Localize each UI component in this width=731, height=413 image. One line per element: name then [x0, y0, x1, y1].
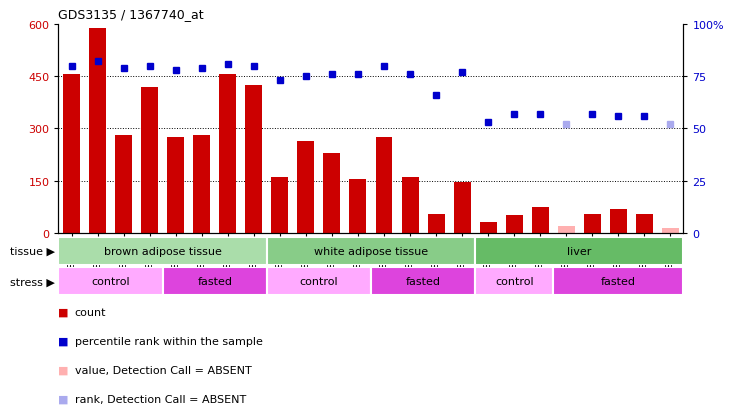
Bar	[371, 268, 475, 296]
Bar	[141, 88, 158, 233]
Bar	[267, 237, 475, 266]
Bar	[636, 214, 653, 233]
Bar	[58, 237, 267, 266]
Bar	[475, 237, 683, 266]
Bar	[584, 214, 601, 233]
Bar	[401, 178, 419, 233]
Text: ■: ■	[58, 336, 69, 346]
Bar	[219, 75, 236, 233]
Text: value, Detection Call = ABSENT: value, Detection Call = ABSENT	[75, 365, 251, 375]
Text: stress ▶: stress ▶	[10, 277, 55, 287]
Text: fasted: fasted	[406, 277, 441, 287]
Bar	[323, 153, 341, 233]
Bar	[89, 29, 106, 233]
Text: white adipose tissue: white adipose tissue	[314, 247, 428, 256]
Text: brown adipose tissue: brown adipose tissue	[104, 247, 221, 256]
Bar	[115, 136, 132, 233]
Bar	[162, 268, 267, 296]
Bar	[63, 75, 80, 233]
Text: fasted: fasted	[197, 277, 232, 287]
Text: percentile rank within the sample: percentile rank within the sample	[75, 336, 262, 346]
Bar	[454, 183, 471, 233]
Bar	[553, 268, 683, 296]
Bar	[428, 214, 444, 233]
Text: rank, Detection Call = ABSENT: rank, Detection Call = ABSENT	[75, 394, 246, 404]
Bar	[271, 178, 288, 233]
Text: ■: ■	[58, 394, 69, 404]
Bar	[475, 268, 553, 296]
Bar	[298, 141, 314, 233]
Bar	[267, 268, 371, 296]
Bar	[58, 268, 162, 296]
Bar	[376, 138, 393, 233]
Text: tissue ▶: tissue ▶	[10, 247, 55, 256]
Bar	[506, 216, 523, 233]
Bar	[480, 223, 496, 233]
Bar	[167, 138, 184, 233]
Text: control: control	[300, 277, 338, 287]
Text: fasted: fasted	[601, 277, 636, 287]
Bar	[193, 136, 211, 233]
Bar	[610, 209, 627, 233]
Text: ■: ■	[58, 365, 69, 375]
Bar	[662, 228, 679, 233]
Text: count: count	[75, 307, 106, 317]
Text: GDS3135 / 1367740_at: GDS3135 / 1367740_at	[58, 8, 204, 21]
Bar	[531, 207, 549, 233]
Bar	[349, 180, 366, 233]
Text: liver: liver	[567, 247, 591, 256]
Bar	[558, 226, 575, 233]
Text: control: control	[91, 277, 130, 287]
Text: ■: ■	[58, 307, 69, 317]
Bar	[246, 85, 262, 233]
Text: control: control	[495, 277, 534, 287]
